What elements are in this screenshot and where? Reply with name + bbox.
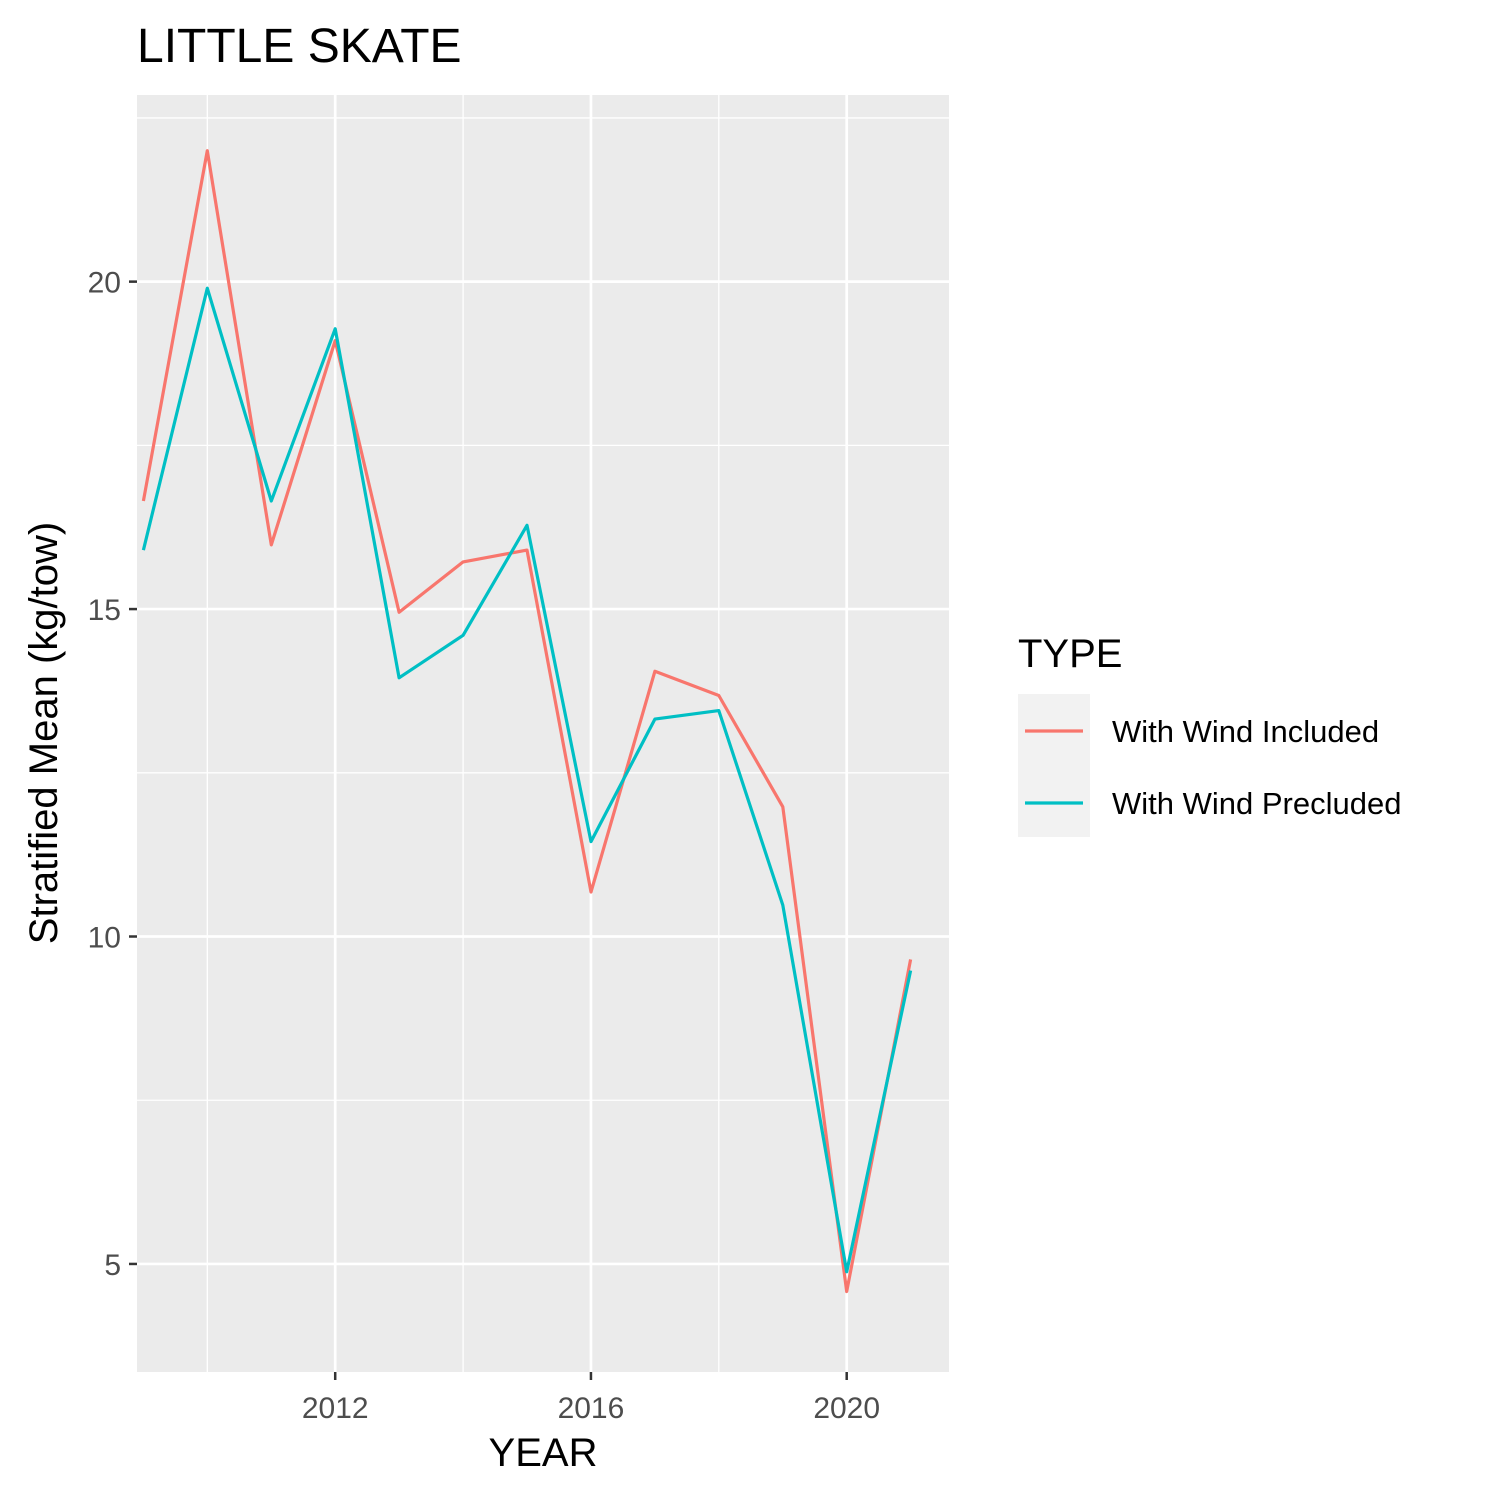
legend-key-background <box>1018 694 1090 837</box>
legend-label-1: With Wind Included <box>1112 714 1379 749</box>
series-line-1 <box>141 149 913 1294</box>
y-tick-label: 10 <box>88 922 121 955</box>
y-axis-label: Stratified Mean (kg/tow) <box>22 522 66 944</box>
series-lines <box>141 149 913 1294</box>
x-tick-label: 2016 <box>558 1392 625 1425</box>
y-axis: 5 10 15 20 <box>88 267 137 1282</box>
legend: TYPE With Wind Included With Wind Preclud… <box>1018 632 1401 837</box>
x-tick-label: 2012 <box>302 1392 369 1425</box>
x-axis: 2012 2016 2020 <box>302 1372 880 1425</box>
chart-title: LITTLE SKATE <box>137 20 462 73</box>
legend-label-2: With Wind Precluded <box>1112 786 1401 821</box>
minor-gridlines <box>137 95 949 1372</box>
x-tick-label: 2020 <box>813 1392 880 1425</box>
y-tick-label: 5 <box>104 1249 121 1282</box>
y-tick-label: 15 <box>88 594 121 627</box>
x-axis-label: YEAR <box>489 1431 598 1475</box>
plot-panel <box>137 95 949 1372</box>
y-tick-label: 20 <box>88 267 121 300</box>
series-line-2 <box>141 286 913 1274</box>
legend-title: TYPE <box>1018 632 1122 676</box>
